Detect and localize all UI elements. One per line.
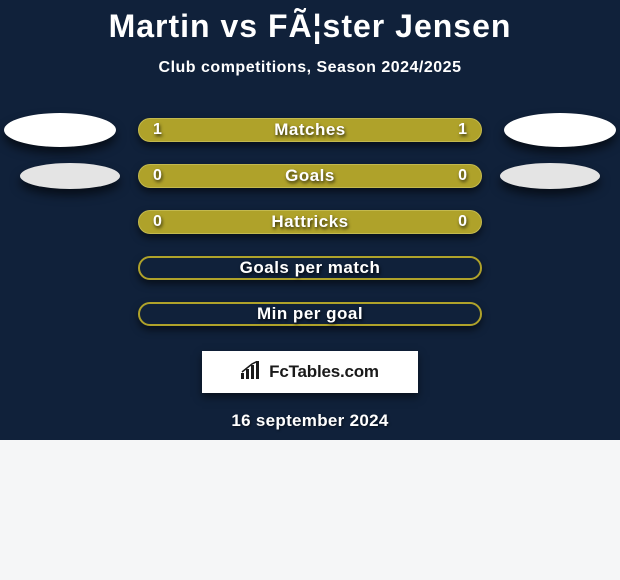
bottom-panel bbox=[0, 440, 620, 580]
stat-label: Goals bbox=[285, 166, 335, 186]
stat-row: Min per goal bbox=[0, 291, 620, 337]
stat-pill: Goals per match bbox=[138, 256, 482, 280]
brand-badge: FcTables.com bbox=[202, 351, 418, 393]
comparison-infographic: Martin vs FÃ¦ster Jensen Club competitio… bbox=[0, 0, 620, 580]
stat-label: Hattricks bbox=[271, 212, 348, 232]
stat-value-left: 0 bbox=[153, 167, 162, 185]
stat-row: 0 Goals 0 bbox=[0, 153, 620, 199]
stat-value-right: 0 bbox=[458, 213, 467, 231]
stat-value-right: 0 bbox=[458, 167, 467, 185]
top-panel: Martin vs FÃ¦ster Jensen Club competitio… bbox=[0, 0, 620, 440]
stat-label: Min per goal bbox=[257, 304, 363, 324]
right-ellipse bbox=[500, 163, 600, 189]
stat-row: Goals per match bbox=[0, 245, 620, 291]
stat-row: 0 Hattricks 0 bbox=[0, 199, 620, 245]
bar-chart-icon bbox=[241, 361, 263, 384]
left-ellipse bbox=[4, 113, 116, 147]
page-title: Martin vs FÃ¦ster Jensen bbox=[0, 0, 620, 45]
stat-rows: 1 Matches 1 0 Goals 0 0 Hattricks 0 Goals per mat… bbox=[0, 107, 620, 337]
date-text: 16 september 2024 bbox=[0, 411, 620, 431]
stat-pill: Min per goal bbox=[138, 302, 482, 326]
stat-pill: 0 Hattricks 0 bbox=[138, 210, 482, 234]
stat-pill: 0 Goals 0 bbox=[138, 164, 482, 188]
stat-value-right: 1 bbox=[458, 121, 467, 139]
stat-value-left: 1 bbox=[153, 121, 162, 139]
stat-row: 1 Matches 1 bbox=[0, 107, 620, 153]
left-ellipse bbox=[20, 163, 120, 189]
stat-value-left: 0 bbox=[153, 213, 162, 231]
right-ellipse bbox=[504, 113, 616, 147]
stat-label: Goals per match bbox=[240, 258, 381, 278]
brand-text: FcTables.com bbox=[269, 362, 379, 382]
stat-label: Matches bbox=[274, 120, 346, 140]
stat-pill: 1 Matches 1 bbox=[138, 118, 482, 142]
page-subtitle: Club competitions, Season 2024/2025 bbox=[0, 59, 620, 77]
